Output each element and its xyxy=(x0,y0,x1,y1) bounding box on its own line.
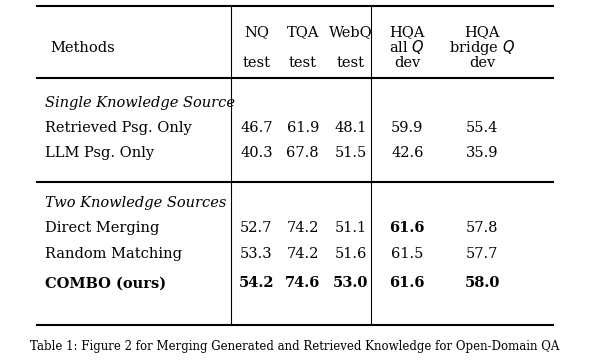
Text: Two Knowledge Sources: Two Knowledge Sources xyxy=(45,196,227,210)
Text: test: test xyxy=(337,56,365,70)
Text: dev: dev xyxy=(394,56,421,70)
Text: 59.9: 59.9 xyxy=(391,121,424,135)
Text: 61.6: 61.6 xyxy=(389,222,425,235)
Text: dev: dev xyxy=(469,56,495,70)
Text: all $Q$: all $Q$ xyxy=(389,38,425,56)
Text: 61.5: 61.5 xyxy=(391,247,424,261)
Text: 57.7: 57.7 xyxy=(466,247,498,261)
Text: 51.5: 51.5 xyxy=(335,146,367,160)
Text: Single Knowledge Source: Single Knowledge Source xyxy=(45,96,235,110)
Text: 53.3: 53.3 xyxy=(240,247,273,261)
Text: 55.4: 55.4 xyxy=(466,121,498,135)
Text: Table 1: Figure 2 for Merging Generated and Retrieved Knowledge for Open-Domain : Table 1: Figure 2 for Merging Generated … xyxy=(30,340,560,353)
Text: 42.6: 42.6 xyxy=(391,146,424,160)
Text: 40.3: 40.3 xyxy=(240,146,273,160)
Text: Direct Merging: Direct Merging xyxy=(45,222,159,235)
Text: test: test xyxy=(242,56,270,70)
Text: HQA: HQA xyxy=(464,25,500,39)
Text: test: test xyxy=(289,56,317,70)
Text: 48.1: 48.1 xyxy=(335,121,367,135)
Text: 61.9: 61.9 xyxy=(287,121,319,135)
Text: 67.8: 67.8 xyxy=(286,146,319,160)
Text: 35.9: 35.9 xyxy=(466,146,498,160)
Text: bridge $Q$: bridge $Q$ xyxy=(449,38,515,57)
Text: 61.6: 61.6 xyxy=(389,276,425,290)
Text: TQA: TQA xyxy=(287,25,319,39)
Text: 58.0: 58.0 xyxy=(464,276,500,290)
Text: 51.6: 51.6 xyxy=(335,247,367,261)
Text: 53.0: 53.0 xyxy=(333,276,368,290)
Text: Retrieved Psg. Only: Retrieved Psg. Only xyxy=(45,121,192,135)
Text: 74.2: 74.2 xyxy=(287,247,319,261)
Text: Methods: Methods xyxy=(50,41,115,55)
Text: NQ: NQ xyxy=(244,25,269,39)
Text: 51.1: 51.1 xyxy=(335,222,367,235)
Text: LLM Psg. Only: LLM Psg. Only xyxy=(45,146,155,160)
Text: 57.8: 57.8 xyxy=(466,222,498,235)
Text: COMBO (ours): COMBO (ours) xyxy=(45,276,166,290)
Text: 54.2: 54.2 xyxy=(238,276,274,290)
Text: 46.7: 46.7 xyxy=(240,121,273,135)
Text: 52.7: 52.7 xyxy=(240,222,273,235)
Text: Random Matching: Random Matching xyxy=(45,247,182,261)
Text: 74.6: 74.6 xyxy=(285,276,320,290)
Text: HQA: HQA xyxy=(389,25,425,39)
Text: WebQ: WebQ xyxy=(329,25,372,39)
Text: 74.2: 74.2 xyxy=(287,222,319,235)
